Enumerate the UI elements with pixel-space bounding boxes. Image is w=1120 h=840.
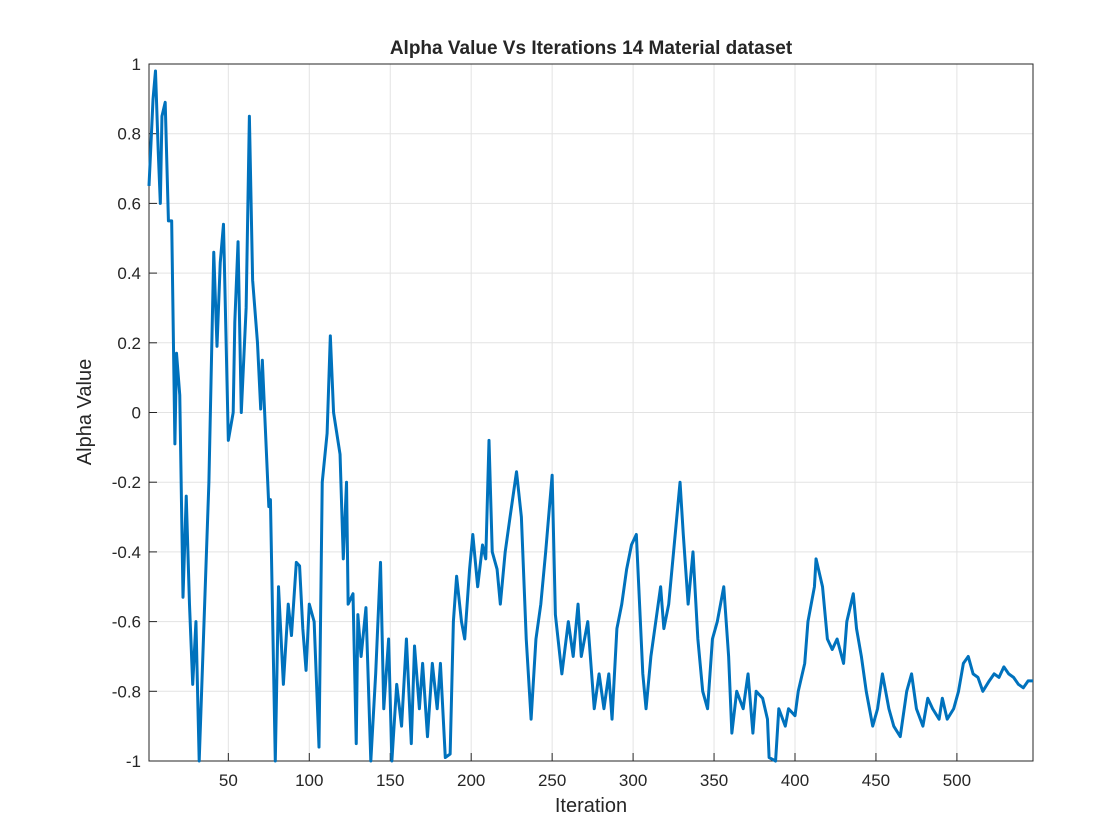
y-tick-label: -0.6: [112, 613, 141, 632]
data-line: [147, 69, 1033, 763]
y-tick-label: -0.4: [112, 543, 141, 562]
y-tick-label: 0.4: [117, 264, 141, 283]
x-tick-label: 400: [781, 771, 809, 790]
y-tick-label: 0.6: [117, 194, 141, 213]
x-tick-label: 500: [943, 771, 971, 790]
x-tick-label: 300: [619, 771, 647, 790]
y-tick-label: 0.2: [117, 334, 141, 353]
x-tick-label: 100: [295, 771, 323, 790]
x-tick-label: 450: [862, 771, 890, 790]
y-tick-label: 1: [132, 55, 141, 74]
x-tick-label: 150: [376, 771, 404, 790]
x-tick-label: 50: [219, 771, 238, 790]
y-axis-label: Alpha Value: [74, 359, 96, 465]
y-tick-label: 0: [132, 404, 141, 423]
x-tick-label: 350: [700, 771, 728, 790]
y-tick-label: 0.8: [117, 125, 141, 144]
y-tick-label: -0.8: [112, 682, 141, 701]
plot-frame: [148, 63, 1034, 762]
chart-title: Alpha Value Vs Iterations 14 Material da…: [390, 38, 793, 59]
y-tick-label: -1: [126, 752, 141, 771]
y-tick-label: -0.2: [112, 473, 141, 492]
x-axis-label: Iteration: [555, 795, 627, 817]
x-tick-label: 250: [538, 771, 566, 790]
x-tick-label: 200: [457, 771, 485, 790]
